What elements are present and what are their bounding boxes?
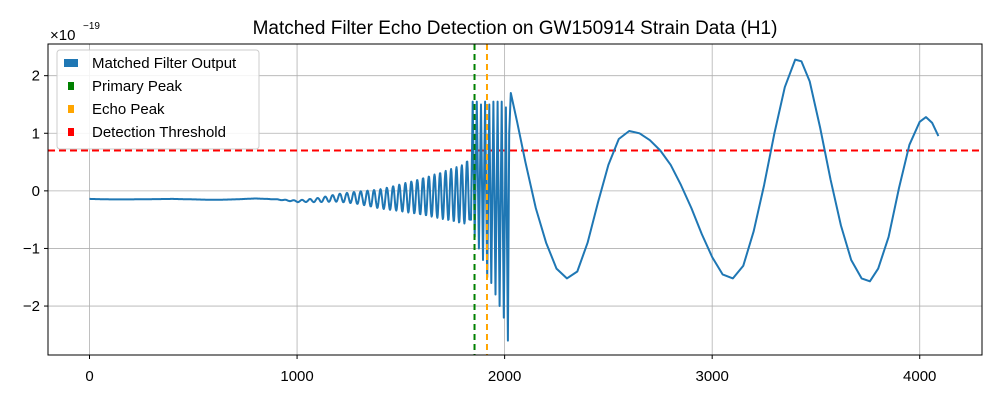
legend-box (56, 49, 260, 150)
x-tick-label: 3000 (695, 368, 728, 385)
x-tick-label: 2000 (488, 368, 521, 385)
x-tick-label: 4000 (903, 368, 936, 385)
series-layer (88, 58, 940, 342)
y-scale-base: ×10 (50, 27, 75, 44)
x-tick-label: 0 (85, 368, 93, 385)
legend-label: Detection Threshold (92, 124, 226, 141)
chart-title: Matched Filter Echo Detection on GW15091… (253, 18, 778, 39)
legend-swatch-2 (68, 105, 74, 113)
y-tick-label: −2 (23, 298, 40, 315)
legend-swatch-1 (68, 82, 74, 90)
plot-frame (47, 43, 983, 356)
series-matched-filter-output (88, 58, 940, 342)
legend-swatch-matched-filter-output (64, 59, 78, 67)
legend-label: Matched Filter Output (92, 55, 237, 72)
peak-lines-layer (473, 44, 488, 355)
y-tick-label: 2 (32, 68, 40, 85)
x-tick-label: 1000 (280, 368, 313, 385)
y-scale-multiplier: ×10 −19 (50, 21, 100, 44)
legend-swatch-3 (68, 128, 74, 136)
y-axis: −2 −1 0 1 2 (23, 68, 48, 315)
y-tick-label: 1 (32, 125, 40, 142)
legend-label: Echo Peak (92, 101, 165, 118)
y-scale-exponent: −19 (83, 21, 100, 32)
legend-label: Primary Peak (92, 78, 183, 95)
y-tick-label: 0 (32, 183, 40, 200)
legend: Matched Filter Output Primary Peak Echo Pe… (56, 49, 260, 150)
y-tick-label: −1 (23, 240, 40, 257)
x-axis: 0 1000 2000 3000 4000 (85, 355, 936, 385)
